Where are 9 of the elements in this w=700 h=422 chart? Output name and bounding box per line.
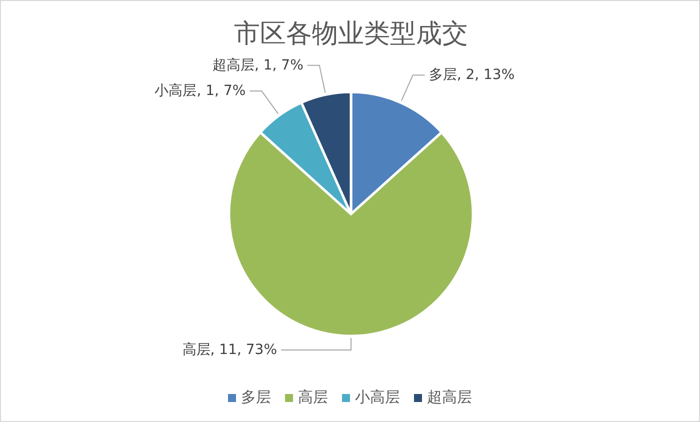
data-label: 高层, 11, 73% [182,342,277,358]
legend-label: 多层 [241,388,271,407]
data-label: 多层, 2, 13% [428,67,515,84]
data-label: 超高层, 1, 7% [212,57,304,74]
chart-title: 市区各物业类型成交 [233,18,469,51]
data-label: 小高层, 1, 7% [154,83,246,100]
legend-label: 高层 [298,388,328,407]
legend-label: 超高层 [427,388,472,407]
legend-label: 小高层 [355,388,400,407]
